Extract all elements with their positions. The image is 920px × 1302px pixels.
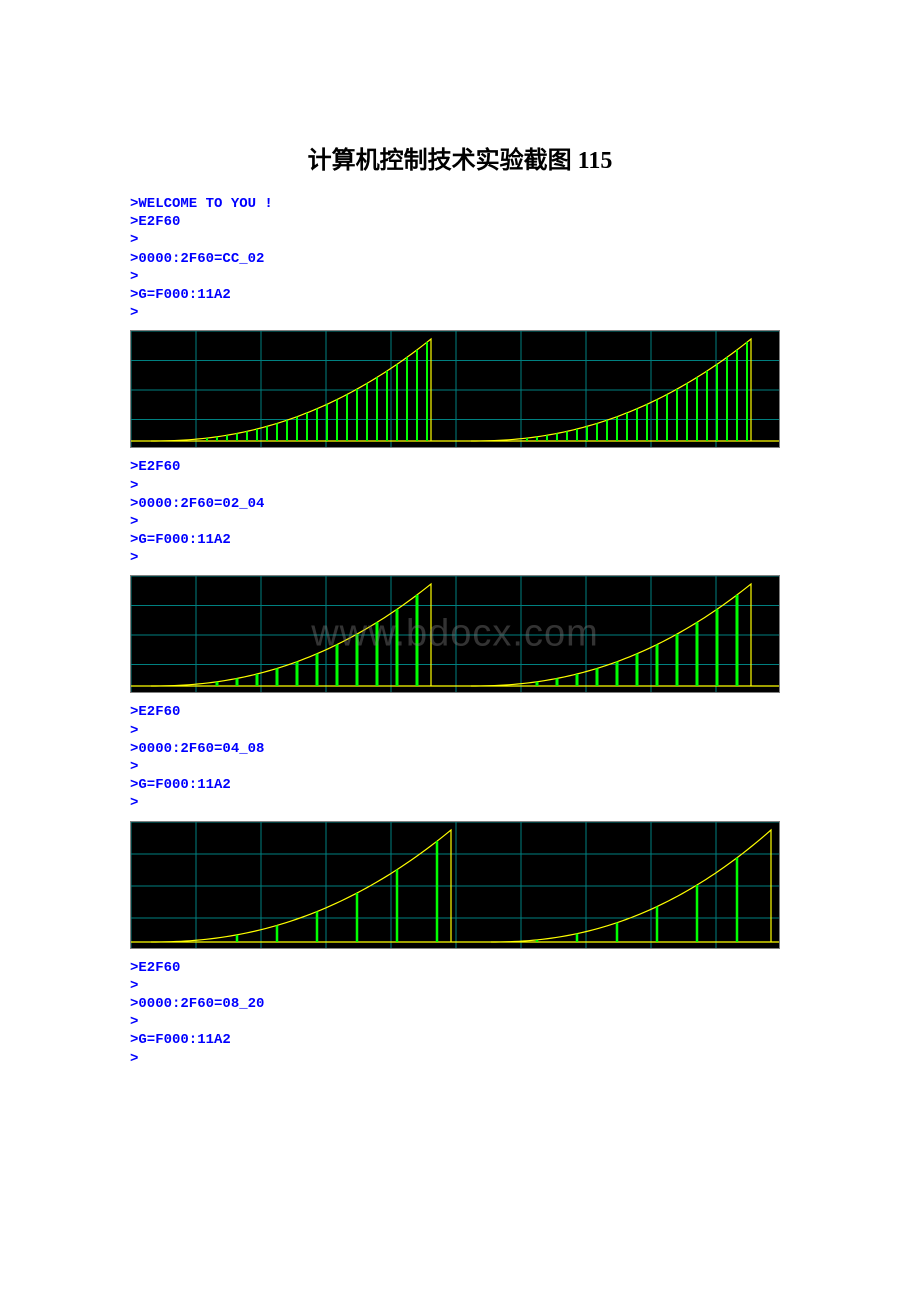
oscilloscope-3: [130, 821, 780, 949]
page-title: 计算机控制技术实验截图 115: [130, 140, 790, 175]
terminal-block-2: >E2F60 > >0000:2F60=02_04 > >G=F000:11A2…: [130, 458, 790, 567]
terminal-block-3: >E2F60 > >0000:2F60=04_08 > >G=F000:11A2…: [130, 703, 790, 812]
terminal-block-4: >E2F60 > >0000:2F60=08_20 > >G=F000:11A2…: [130, 959, 790, 1068]
oscilloscope-2: www.bdocx.com: [130, 575, 780, 693]
oscilloscope-1: [130, 330, 780, 448]
terminal-block-1: >WELCOME TO YOU ! >E2F60 > >0000:2F60=CC…: [130, 195, 790, 322]
